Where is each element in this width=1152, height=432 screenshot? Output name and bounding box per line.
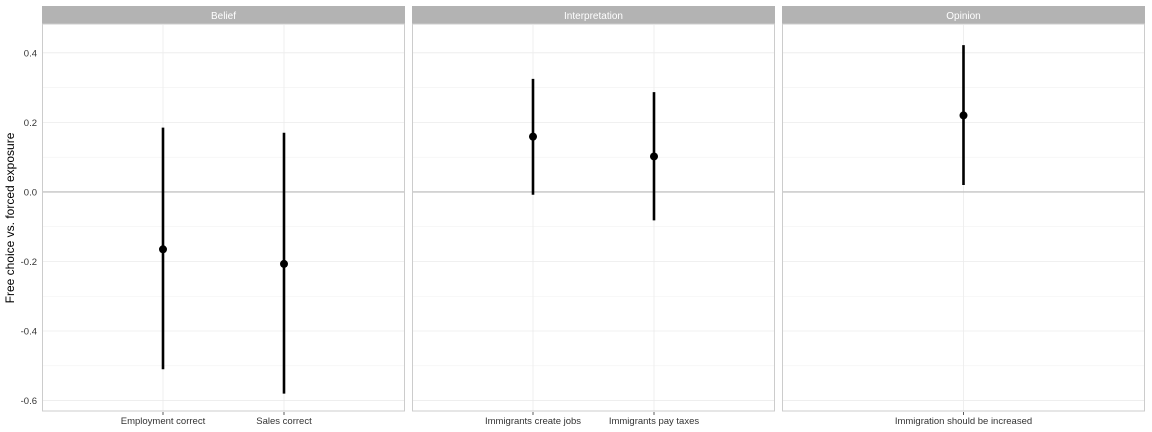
x-tick-label: Employment correct [121,416,206,427]
panel-title: Belief [211,11,236,22]
x-tick-label: Immigrants create jobs [485,416,581,427]
y-tick-label: -0.2 [21,257,37,268]
x-tick-label: Immigrants pay taxes [609,416,700,427]
estimate-point [650,152,658,161]
estimate-point [959,111,968,120]
y-axis-title: Free choice vs. forced exposure [3,132,17,303]
panel-title: Interpretation [564,11,623,22]
panel-border [42,23,405,412]
panel-title: Opinion [946,11,980,22]
y-tick-label: -0.4 [21,327,37,338]
y-tick-label: -0.6 [21,396,37,407]
panel-strip [412,6,775,24]
x-tick-label: Sales correct [256,416,312,427]
y-tick-label: 0.4 [24,48,37,59]
panel-border [412,23,775,412]
panel-border [782,23,1145,412]
panel-strip [42,6,405,24]
estimate-point [280,259,288,268]
panel-strip [782,6,1145,24]
estimate-point [529,132,537,141]
estimate-point [159,245,167,254]
x-tick-label: Immigration should be increased [895,416,1032,427]
y-tick-label: 0.0 [24,187,37,198]
y-tick-label: 0.2 [24,118,37,129]
